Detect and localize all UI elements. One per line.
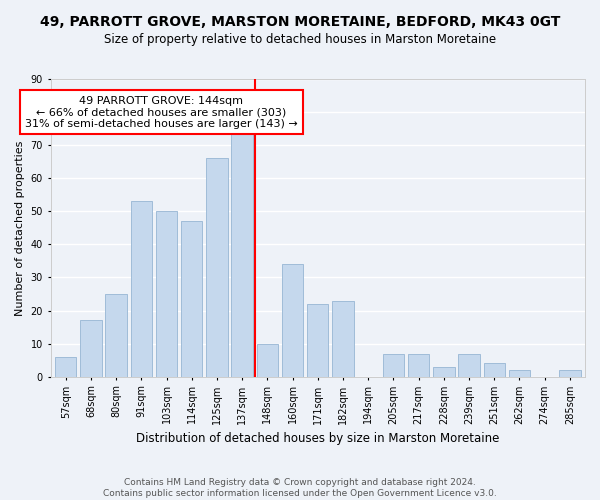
Bar [181, 221, 202, 376]
Bar [80, 320, 101, 376]
Bar [106, 294, 127, 376]
Text: 49, PARROTT GROVE, MARSTON MORETAINE, BEDFORD, MK43 0GT: 49, PARROTT GROVE, MARSTON MORETAINE, BE… [40, 15, 560, 29]
Bar [55, 357, 76, 376]
Text: Size of property relative to detached houses in Marston Moretaine: Size of property relative to detached ho… [104, 32, 496, 46]
Bar [206, 158, 227, 376]
Bar [433, 366, 455, 376]
Y-axis label: Number of detached properties: Number of detached properties [15, 140, 25, 316]
Bar [509, 370, 530, 376]
Text: 49 PARROTT GROVE: 144sqm
← 66% of detached houses are smaller (303)
31% of semi-: 49 PARROTT GROVE: 144sqm ← 66% of detach… [25, 96, 298, 128]
Bar [257, 344, 278, 376]
Bar [307, 304, 328, 376]
Bar [383, 354, 404, 376]
Bar [282, 264, 303, 376]
Bar [484, 364, 505, 376]
Bar [332, 300, 354, 376]
Bar [559, 370, 581, 376]
Text: Contains HM Land Registry data © Crown copyright and database right 2024.
Contai: Contains HM Land Registry data © Crown c… [103, 478, 497, 498]
Bar [131, 202, 152, 376]
Bar [156, 212, 177, 376]
Bar [408, 354, 430, 376]
Bar [232, 126, 253, 376]
X-axis label: Distribution of detached houses by size in Marston Moretaine: Distribution of detached houses by size … [136, 432, 499, 445]
Bar [458, 354, 480, 376]
